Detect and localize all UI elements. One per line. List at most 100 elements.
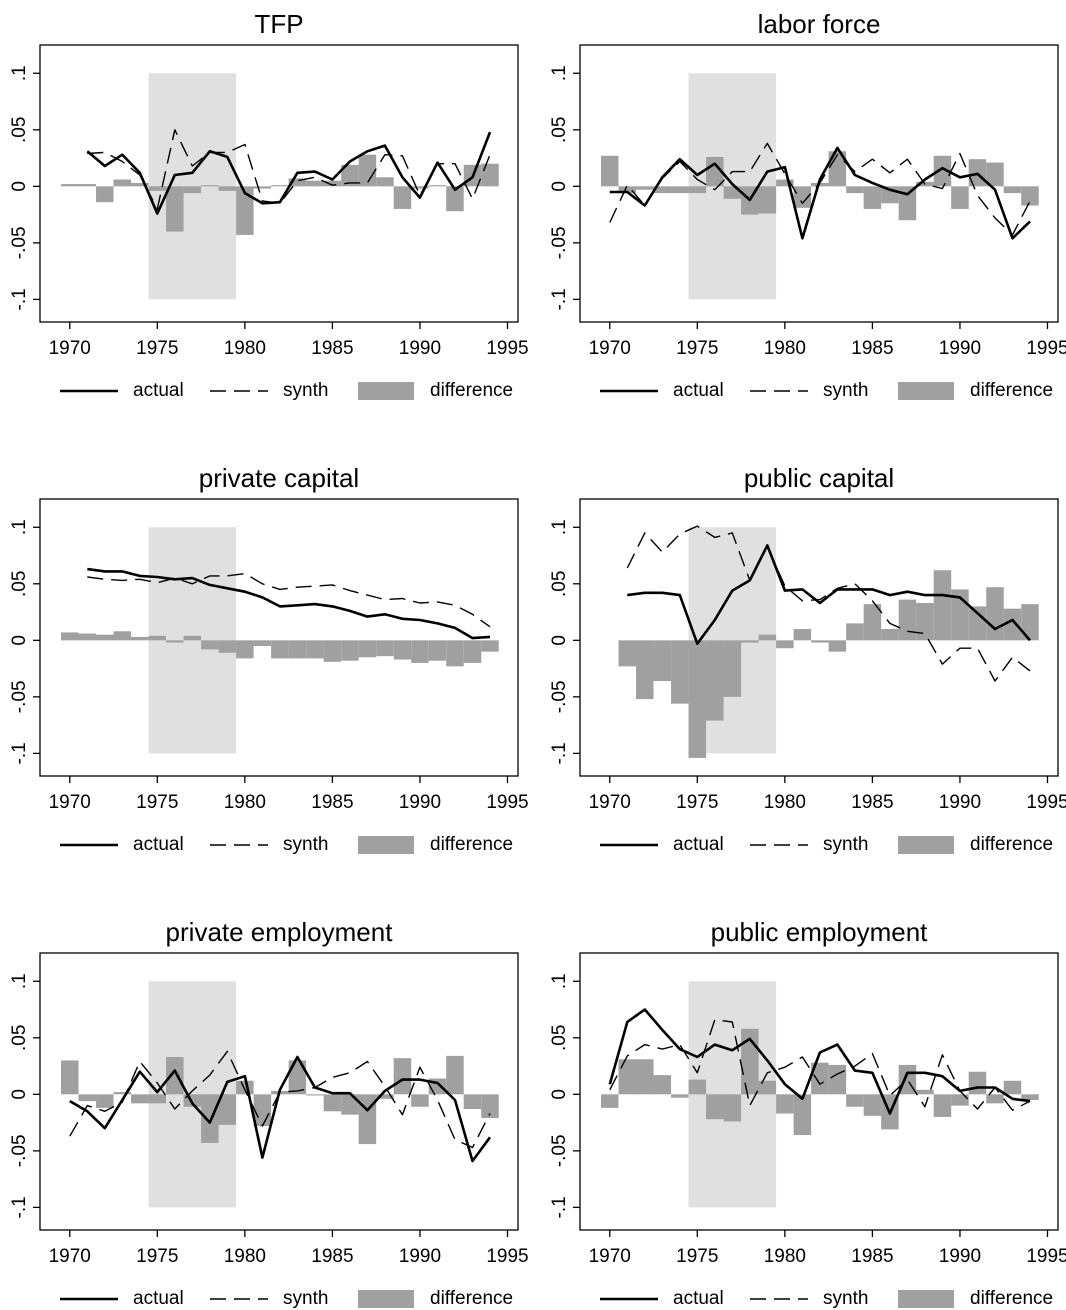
x-tick-label: 1970 xyxy=(49,1246,91,1267)
x-tick-label: 1990 xyxy=(939,338,981,359)
difference-bar xyxy=(916,1089,934,1095)
difference-bar xyxy=(411,1094,429,1107)
difference-bar xyxy=(148,635,167,641)
difference-bar xyxy=(706,640,724,721)
difference-bar xyxy=(341,1094,359,1115)
legend-label: synth xyxy=(283,834,328,855)
difference-bar xyxy=(306,640,324,659)
y-tick-label: .1 xyxy=(549,973,570,989)
panel: labor force -.1 -.05 0 .05 .1 1970 1975 1980 1985… xyxy=(549,9,1066,401)
legend-label: synth xyxy=(823,380,868,401)
x-tick-label: 1995 xyxy=(1026,792,1066,813)
difference-bar xyxy=(428,640,447,661)
difference-bar xyxy=(376,640,394,657)
synth-line xyxy=(87,572,491,628)
difference-bar xyxy=(811,1062,829,1095)
y-tick-label: -.05 xyxy=(549,680,570,713)
y-tick-label: -.05 xyxy=(9,226,30,259)
y-tick-label: .1 xyxy=(9,65,30,81)
x-tick-label: 1995 xyxy=(486,1246,528,1267)
difference-bar xyxy=(863,604,882,641)
y-tick-label: .05 xyxy=(549,1025,570,1051)
y-tick-label: -.1 xyxy=(9,1196,30,1218)
difference-bar xyxy=(341,640,359,661)
difference-bar xyxy=(61,1060,79,1095)
actual-line xyxy=(609,146,1031,240)
difference-bar xyxy=(618,1059,637,1095)
difference-bar xyxy=(636,1059,654,1095)
actual-line xyxy=(627,544,1031,645)
difference-bar xyxy=(776,1094,794,1114)
y-tick-label: -.1 xyxy=(9,742,30,764)
difference-bar xyxy=(393,640,412,660)
difference-bar xyxy=(376,177,394,187)
difference-bar xyxy=(618,640,637,667)
difference-bar xyxy=(481,640,499,652)
difference-bar xyxy=(618,186,637,194)
difference-bar xyxy=(601,155,619,187)
panel-title: public capital xyxy=(744,463,894,493)
difference-bar xyxy=(131,1094,149,1104)
difference-bar xyxy=(113,631,132,641)
difference-bar xyxy=(253,186,272,189)
y-tick-label: 0 xyxy=(549,1089,570,1100)
difference-bar xyxy=(758,634,777,641)
difference-bar xyxy=(1003,186,1022,194)
panel: public employment -.1 -.05 0 .05 .1 1970 1975 19… xyxy=(549,917,1066,1309)
x-tick-label: 1995 xyxy=(1026,338,1066,359)
difference-bar xyxy=(271,185,289,187)
difference-bar xyxy=(793,1094,812,1136)
difference-bar xyxy=(968,606,987,641)
y-tick-label: 0 xyxy=(9,635,30,646)
difference-bar xyxy=(288,640,307,659)
panel-title: private employment xyxy=(166,917,394,947)
difference-bar xyxy=(636,186,654,190)
difference-bar xyxy=(881,629,899,641)
difference-bar xyxy=(481,1094,499,1119)
difference-bar xyxy=(481,163,499,187)
x-tick-label: 1990 xyxy=(939,792,981,813)
difference-bar xyxy=(463,1094,482,1110)
difference-bar xyxy=(653,186,672,194)
x-tick-label: 1970 xyxy=(589,1246,631,1267)
difference-bar xyxy=(113,1092,132,1095)
difference-bar xyxy=(863,186,882,209)
difference-bar xyxy=(411,640,429,663)
difference-bar xyxy=(253,1094,272,1126)
panel: private employment -.1 -.05 0 .05 .1 1970 1975 1… xyxy=(9,917,529,1309)
difference-bar xyxy=(688,1079,707,1095)
x-tick-label: 1985 xyxy=(851,792,893,813)
difference-bar xyxy=(218,186,237,191)
legend-label: difference xyxy=(970,1288,1053,1309)
y-tick-label: .1 xyxy=(549,65,570,81)
y-tick-label: 0 xyxy=(549,181,570,192)
x-tick-label: 1990 xyxy=(399,1246,441,1267)
difference-bar xyxy=(253,640,272,646)
difference-bar xyxy=(131,636,149,641)
legend-label: synth xyxy=(283,380,328,401)
difference-bar xyxy=(393,1058,412,1095)
legend-swatch xyxy=(898,1290,954,1308)
legend-label: synth xyxy=(823,834,868,855)
difference-bar xyxy=(446,186,464,212)
difference-bar xyxy=(428,185,447,187)
difference-bar xyxy=(131,182,149,187)
panel: TFP -.1 -.05 0 .05 .1 1970 1975 1980 1985 1990 1995… xyxy=(9,9,529,401)
difference-bar xyxy=(706,1094,724,1120)
actual-line xyxy=(86,131,492,215)
x-tick-label: 1980 xyxy=(224,338,266,359)
difference-bar xyxy=(828,640,847,652)
difference-bar xyxy=(236,186,254,235)
difference-bar xyxy=(96,634,114,641)
y-tick-label: -.1 xyxy=(549,742,570,764)
difference-bar xyxy=(811,640,829,643)
difference-bar xyxy=(96,186,114,203)
x-tick-label: 1975 xyxy=(136,792,178,813)
difference-bar xyxy=(376,1094,394,1099)
difference-bar xyxy=(323,640,342,662)
plot-frame xyxy=(579,44,1059,323)
legend-label: difference xyxy=(970,834,1053,855)
panel-title: public employment xyxy=(711,917,929,947)
y-tick-label: 0 xyxy=(9,181,30,192)
